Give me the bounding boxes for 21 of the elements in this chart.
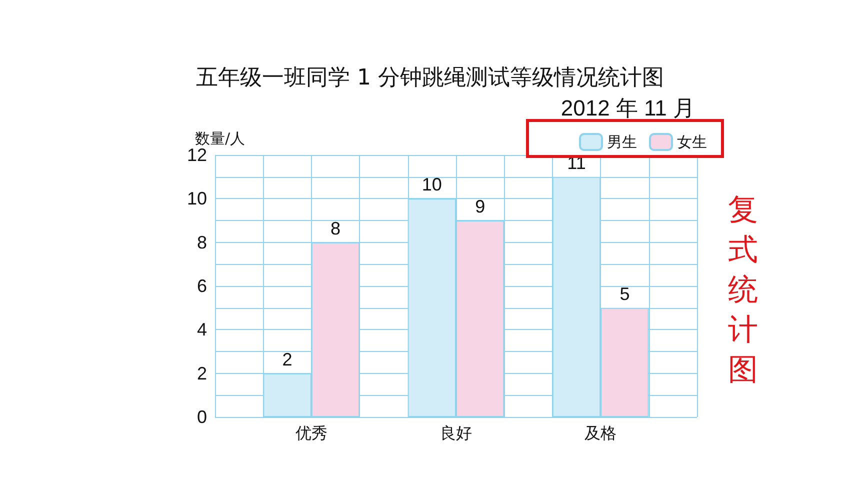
legend-label: 女生 bbox=[677, 133, 707, 151]
data-label: 5 bbox=[620, 284, 630, 304]
legend-label: 男生 bbox=[607, 133, 637, 151]
data-label: 8 bbox=[330, 218, 341, 238]
data-label: 10 bbox=[422, 174, 442, 195]
data-label: 9 bbox=[475, 196, 486, 216]
data-label: 2 bbox=[282, 349, 292, 370]
text: 复式统计图 bbox=[728, 192, 758, 388]
y-tick-label: 4 bbox=[196, 320, 207, 340]
y-tick-label: 12 bbox=[186, 145, 207, 165]
y-tick-label: 0 bbox=[196, 407, 207, 427]
y-axis-title: 数量/人 bbox=[194, 130, 245, 148]
chart-title: 五年级一班同学 1 分钟跳绳测试等级情况统计图 bbox=[196, 66, 664, 90]
x-tick-label: 良好 bbox=[440, 424, 472, 442]
x-tick-label: 及格 bbox=[584, 424, 617, 442]
y-tick-label: 10 bbox=[186, 188, 207, 209]
y-tick-label: 2 bbox=[196, 363, 207, 384]
y-tick-label: 8 bbox=[196, 232, 207, 252]
chart-subtitle: 2012 年 11 月 bbox=[560, 96, 696, 120]
y-tick-label: 6 bbox=[196, 276, 207, 296]
x-tick-label: 优秀 bbox=[295, 424, 328, 442]
